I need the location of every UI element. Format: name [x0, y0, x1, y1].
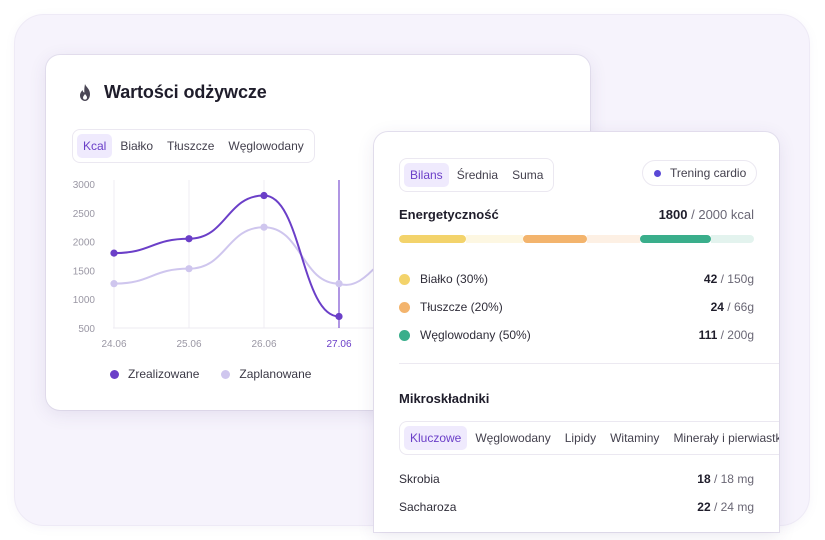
energy-bar-segment	[587, 235, 641, 243]
y-tick-label: 1500	[73, 266, 96, 277]
tab-average[interactable]: Średnia	[456, 168, 499, 182]
data-point-realized	[110, 249, 118, 257]
macro-row-protein: Białko (30%) 42 / 150g	[399, 265, 754, 293]
tab-fat[interactable]: Tłuszcze	[167, 139, 215, 153]
nutrition-card: Wartości odżywcze Kcal Białko Tłuszcze W…	[46, 55, 590, 410]
energy-current: 1800	[658, 207, 688, 222]
energy-bar-segment	[523, 235, 588, 243]
tab-lipids[interactable]: Lipidy	[564, 431, 597, 445]
macro-target: / 200g	[720, 328, 754, 342]
y-tick-label: 2500	[73, 209, 96, 220]
macro-label: Tłuszcze (20%)	[420, 300, 503, 314]
macro-value: 42	[703, 272, 718, 286]
legend-dot-realized	[110, 369, 119, 379]
training-dot-icon	[654, 169, 661, 177]
training-label: Trening cardio	[670, 166, 747, 180]
data-point-realized	[260, 191, 268, 200]
card-header: Wartości odżywcze	[76, 82, 267, 103]
data-point-planned	[185, 265, 193, 273]
micro-target: / 18 mg	[713, 472, 754, 486]
tab-kcal[interactable]: Kcal	[77, 134, 113, 158]
macro-row-fat: Tłuszcze (20%) 24 / 66g	[399, 293, 754, 321]
energy-label: Energetyczność	[399, 207, 499, 222]
legend-label-planned: Zaplanowane	[239, 367, 312, 381]
y-tick-label: 3000	[73, 180, 96, 191]
energy-bar-segment	[711, 235, 754, 243]
micro-tab-group: Kluczowe Węglowodany Lipidy Witaminy Min…	[399, 421, 779, 455]
y-tick-label: 1000	[73, 295, 96, 306]
carbs-dot-icon	[399, 329, 410, 341]
training-pill[interactable]: Trening cardio	[642, 160, 758, 186]
tab-minerals[interactable]: Minerały i pierwiastki	[673, 431, 779, 445]
energy-value: 1800 / 2000 kcal	[659, 207, 754, 222]
energy-row: Energetyczność 1800 / 2000 kcal	[399, 207, 754, 222]
tab-balance[interactable]: Bilans	[404, 163, 449, 187]
flame-icon	[80, 83, 90, 101]
micro-value: 18	[697, 472, 711, 486]
data-point-planned	[260, 223, 268, 231]
section-divider	[399, 363, 779, 364]
macro-label: Węglowodany (50%)	[420, 328, 531, 342]
micro-name: Sacharoza	[399, 500, 457, 514]
micro-row-sucrose: Sacharoza 22 / 24 mg	[399, 493, 754, 521]
energy-target: / 2000 kcal	[691, 207, 754, 222]
x-tick-label: 25.06	[176, 339, 201, 350]
micro-value: 22	[697, 500, 711, 514]
micro-title: Mikroskładniki	[399, 391, 490, 406]
nutrition-tab-group: Kcal Białko Tłuszcze Węglowodany	[72, 129, 315, 163]
energy-bar-segment	[399, 235, 467, 243]
legend-item-realized[interactable]: Zrealizowane	[110, 367, 199, 381]
micro-list: Skrobia 18 / 18 mg Sacharoza 22 / 24 mg	[399, 465, 754, 521]
macro-list: Białko (30%) 42 / 150g Tłuszcze (20%) 24…	[399, 265, 754, 349]
macro-label: Białko (30%)	[420, 272, 489, 286]
data-point-planned	[335, 280, 343, 288]
macro-value: 24	[710, 300, 724, 314]
series-line-realized	[113, 194, 340, 318]
tab-sum[interactable]: Suma	[512, 168, 544, 182]
balance-card: Bilans Średnia Suma Trening cardio Energ…	[374, 132, 779, 532]
balance-tab-group: Bilans Średnia Suma	[399, 158, 555, 192]
micro-target: / 24 mg	[713, 500, 754, 514]
energy-progress-bar	[399, 235, 754, 243]
chart-legend: Zrealizowane Zaplanowane	[110, 367, 311, 381]
tab-micro-carbs[interactable]: Węglowodany	[475, 431, 551, 445]
fat-dot-icon	[399, 301, 410, 313]
data-point-realized	[185, 235, 193, 243]
series-line-planned	[113, 226, 374, 286]
energy-bar-segment	[640, 235, 712, 243]
tab-carbs[interactable]: Węglowodany	[228, 139, 304, 153]
card-title: Wartości odżywcze	[104, 82, 267, 102]
micro-name: Skrobia	[399, 472, 440, 486]
legend-label-realized: Zrealizowane	[128, 367, 200, 381]
macro-target: / 150g	[720, 272, 754, 286]
data-point-planned	[110, 280, 118, 288]
legend-dot-planned	[221, 369, 231, 379]
x-tick-label: 27.06	[326, 339, 351, 350]
macro-row-carbs: Węglowodany (50%) 111 / 200g	[399, 321, 754, 349]
tab-protein[interactable]: Białko	[120, 139, 154, 153]
energy-bar-segment	[466, 235, 524, 243]
legend-item-planned[interactable]: Zaplanowane	[221, 367, 311, 381]
x-tick-label: 24.06	[101, 339, 126, 350]
calorie-line-chart: 3000 2500 2000 1500 1000 500 24.06 25.06 26.06 27…	[73, 180, 376, 350]
x-tick-label: 26.06	[251, 339, 276, 350]
tab-vitamins[interactable]: Witaminy	[610, 431, 660, 445]
macro-value: 111	[698, 328, 718, 342]
y-tick-label: 2000	[73, 238, 96, 249]
y-tick-label: 500	[78, 324, 95, 335]
macro-target: / 66g	[727, 300, 754, 314]
data-point-realized	[335, 312, 343, 321]
protein-dot-icon	[399, 273, 410, 285]
tab-key[interactable]: Kluczowe	[404, 426, 468, 450]
micro-row-starch: Skrobia 18 / 18 mg	[399, 465, 754, 493]
